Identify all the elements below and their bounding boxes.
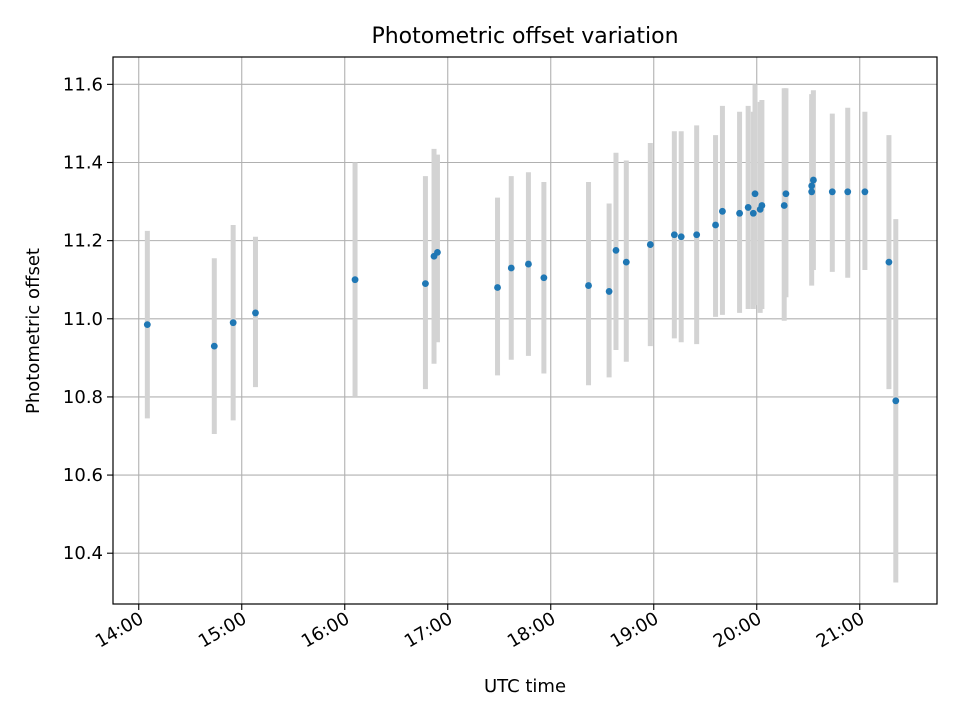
data-point — [434, 248, 441, 256]
data-point — [422, 280, 429, 288]
data-point — [252, 309, 259, 317]
data-point — [892, 397, 900, 405]
y-tick-label: 11.4 — [63, 152, 103, 173]
data-point — [736, 209, 743, 217]
data-point — [494, 284, 501, 291]
data-point — [861, 188, 869, 196]
data-point — [605, 288, 613, 295]
data-point — [229, 319, 237, 327]
data-point — [744, 204, 752, 211]
y-tick-label: 10.6 — [63, 465, 103, 486]
data-point — [808, 188, 816, 196]
data-point — [540, 274, 548, 282]
data-point — [719, 207, 726, 215]
plot-frame — [112, 56, 938, 605]
data-point — [351, 276, 359, 284]
chart-title: Photometric offset variation — [371, 24, 678, 49]
data-point — [758, 202, 766, 209]
data-point — [670, 231, 678, 239]
data-point — [646, 241, 654, 248]
y-axis-label: Photometric offset — [23, 248, 44, 414]
x-axis-label: UTC time — [484, 676, 566, 697]
y-tick-label: 11.0 — [63, 309, 103, 330]
y-tick-label: 10.8 — [63, 387, 103, 408]
data-point — [507, 264, 515, 272]
data-point — [210, 342, 218, 350]
data-point — [693, 231, 701, 239]
data-points — [143, 176, 900, 405]
y-tick-label: 11.6 — [63, 74, 103, 95]
data-point — [885, 258, 893, 266]
data-point — [585, 282, 592, 289]
data-point — [808, 182, 816, 190]
y-axis-ticks: 10.4 10.6 10.8 11.0 11.2 11.4 11.6 — [63, 74, 113, 564]
data-point — [780, 202, 788, 209]
y-tick-label: 11.2 — [63, 231, 103, 252]
data-point — [749, 209, 757, 217]
data-point — [782, 190, 790, 198]
data-point — [143, 321, 151, 329]
y-tick-label: 10.4 — [63, 543, 103, 564]
grid — [113, 57, 937, 604]
data-point — [622, 258, 630, 266]
data-point — [712, 221, 719, 229]
data-point — [525, 260, 532, 268]
data-point — [677, 233, 685, 241]
data-point — [612, 247, 620, 254]
data-point — [828, 188, 836, 196]
data-point — [810, 176, 817, 184]
data-point — [751, 190, 759, 198]
data-point — [844, 188, 852, 196]
